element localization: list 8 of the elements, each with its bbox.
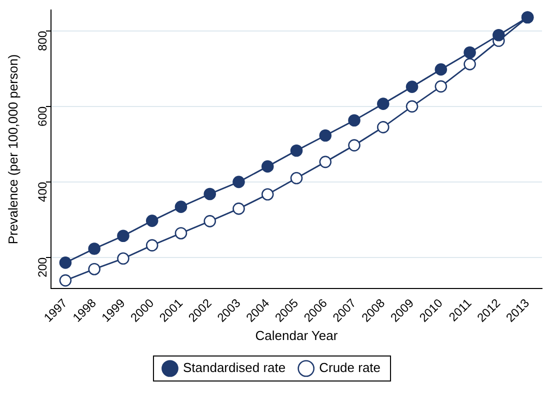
x-axis-title: Calendar Year	[255, 328, 338, 343]
y-tick-label: 200	[35, 257, 50, 278]
y-tick-label: 400	[35, 182, 50, 202]
y-tick-label: 800	[35, 30, 50, 51]
y-axis-title: Prevalence (per 100,000 person)	[5, 54, 20, 244]
legend-label: Standardised rate	[182, 360, 286, 376]
legend-label: Crude rate	[319, 360, 381, 376]
y-tick-label: 600	[35, 106, 50, 126]
